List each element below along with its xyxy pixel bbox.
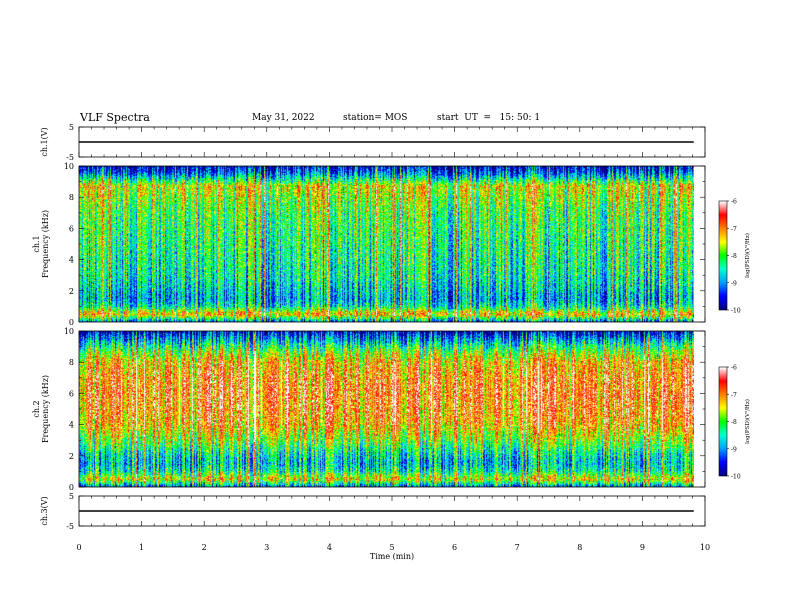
y-tick-label: 4 [69, 256, 74, 265]
date-label: May 31, 2022 [252, 113, 315, 123]
x-axis-label: Time (min) [370, 552, 414, 561]
y-tick-label: -5 [66, 153, 74, 162]
colorbar-tick-label: -8 [731, 419, 737, 426]
colorbar-tick-label: -7 [731, 392, 737, 399]
y-tick-label: 5 [69, 492, 74, 501]
x-tick-label: 9 [640, 543, 645, 552]
ch3_waveform-panel: 5 -5 ch.3(V) 0 1 2 3 4 5 6 7 8 9 10 Time (min) [40, 492, 710, 561]
ch1_waveform-ylabel: ch.1(V) [40, 127, 49, 156]
x-tick-label: 0 [76, 543, 81, 552]
x-tick-label: 2 [202, 543, 207, 552]
y-tick-label: 8 [69, 358, 74, 367]
ylabel-line: ch.1 [32, 235, 41, 252]
x-tick-label: 3 [264, 543, 269, 552]
x-tick-label: 10 [700, 543, 710, 552]
ylabel-line: Frequency (kHz) [41, 375, 50, 443]
ch1_spectrogram-panel: -6 -7 -8 -9 -10 log(PSD)(V²/Hz) 0 2 4 6 8 10 ch.1Fre… [32, 162, 751, 327]
y-tick-label: -5 [66, 522, 74, 531]
colorbar-tick-label: -8 [731, 253, 737, 260]
ch3_waveform-ylabel: ch.3(V) [40, 496, 49, 525]
y-tick-label: 2 [69, 452, 74, 461]
y-tick-label: 10 [64, 327, 74, 336]
x-tick-label: 4 [327, 543, 332, 552]
ch2_spectrogram-colorbar [719, 367, 727, 476]
figure-title: VLF Spectra [80, 111, 150, 124]
y-tick-label: 4 [69, 421, 74, 430]
station-label: station= MOS [343, 113, 408, 123]
y-tick-label: 6 [69, 224, 74, 233]
colorbar-tick-label: -10 [731, 474, 741, 481]
ch2_spectrogram-ylabel: ch.2Frequency (kHz) [32, 375, 50, 443]
x-tick-label: 7 [515, 543, 520, 552]
start-time-label: start UT = 15: 50: 1 [437, 113, 541, 123]
x-tick-label: 8 [577, 543, 582, 552]
y-tick-label: 10 [64, 162, 74, 171]
y-tick-label: 2 [69, 287, 74, 296]
y-tick-label: 0 [69, 483, 74, 492]
ch1_waveform-panel: 5 -5 ch.1(V) [40, 123, 706, 162]
ylabel-line: ch.1(V) [40, 127, 49, 156]
y-tick-label: 0 [69, 318, 74, 327]
ch1_spectrogram-ylabel: ch.1Frequency (kHz) [32, 210, 50, 278]
x-tick-label: 5 [389, 543, 394, 552]
colorbar-label: log(PSD)(V²/Hz) [744, 233, 751, 278]
colorbar-tick-label: -9 [731, 280, 737, 287]
ch2_spectrogram-image [79, 331, 694, 487]
y-tick-label: 6 [69, 389, 74, 398]
colorbar-tick-label: -7 [731, 226, 737, 233]
y-tick-label: 5 [69, 123, 74, 132]
ch2_spectrogram-panel: -6 -7 -8 -9 -10 log(PSD)(V²/Hz) 0 2 4 6 8 10 ch.2Fre… [32, 327, 751, 492]
y-tick-label: 8 [69, 193, 74, 202]
ch1_spectrogram-colorbar [719, 201, 727, 310]
x-tick-label: 1 [139, 543, 144, 552]
ylabel-line: ch.2 [32, 400, 41, 417]
colorbar-tick-label: -6 [731, 199, 737, 206]
colorbar-label: log(PSD)(V²/Hz) [744, 399, 751, 444]
ch1_spectrogram-image [79, 166, 694, 322]
colorbar-tick-label: -9 [731, 446, 737, 453]
colorbar-tick-label: -6 [731, 365, 737, 372]
ylabel-line: ch.3(V) [40, 496, 49, 525]
ylabel-line: Frequency (kHz) [41, 210, 50, 278]
x-tick-label: 6 [452, 543, 457, 552]
colorbar-tick-label: -10 [731, 308, 741, 315]
